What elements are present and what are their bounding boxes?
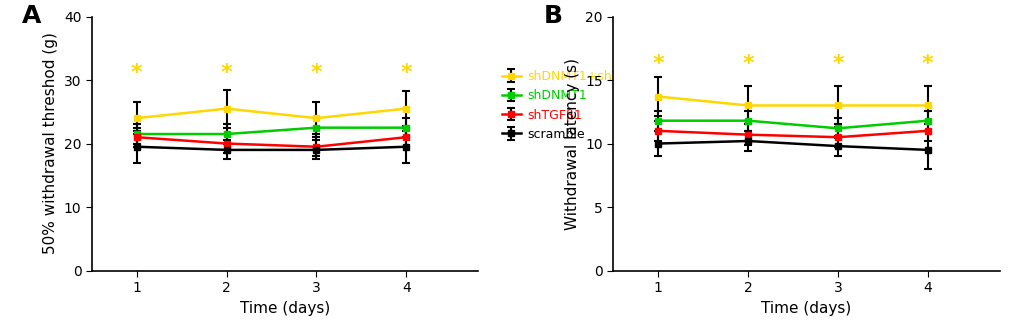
Text: *: *	[400, 63, 412, 83]
Text: *: *	[652, 54, 663, 74]
Text: *: *	[130, 63, 143, 83]
Text: *: *	[742, 54, 753, 74]
Text: B: B	[543, 4, 562, 28]
Text: *: *	[310, 63, 322, 83]
Text: *: *	[220, 63, 232, 83]
Legend: shDNMT1+shTGFβ1, shDNMT1, shTGFβ1, scramble: shDNMT1+shTGFβ1, shDNMT1, shTGFβ1, scram…	[496, 65, 656, 146]
X-axis label: Time (days): Time (days)	[760, 301, 851, 315]
Legend: shDNMT1+shTGFβ1, shDNMT1, shTGFβ1, scramble: shDNMT1+shTGFβ1, shDNMT1, shTGFβ1, scram…	[1018, 65, 1019, 146]
Text: A: A	[22, 4, 42, 28]
X-axis label: Time (days): Time (days)	[239, 301, 330, 315]
Text: *: *	[832, 54, 843, 74]
Y-axis label: Withdrawal latency (s): Withdrawal latency (s)	[565, 57, 579, 230]
Y-axis label: 50% withdrawal threshod (g): 50% withdrawal threshod (g)	[43, 33, 58, 254]
Text: *: *	[921, 54, 932, 74]
